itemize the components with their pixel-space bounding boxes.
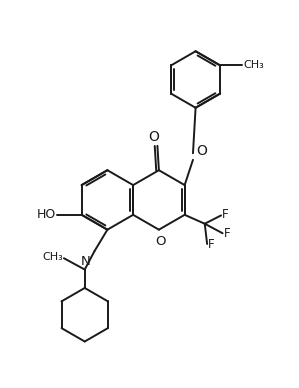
Text: F: F: [222, 208, 229, 221]
Text: CH₃: CH₃: [42, 252, 63, 262]
Text: HO: HO: [37, 208, 56, 221]
Text: O: O: [148, 130, 159, 144]
Text: O: O: [155, 235, 166, 248]
Text: CH₃: CH₃: [244, 61, 264, 70]
Text: F: F: [208, 238, 215, 251]
Text: O: O: [196, 144, 207, 158]
Text: F: F: [224, 227, 231, 240]
Text: N: N: [80, 255, 90, 268]
